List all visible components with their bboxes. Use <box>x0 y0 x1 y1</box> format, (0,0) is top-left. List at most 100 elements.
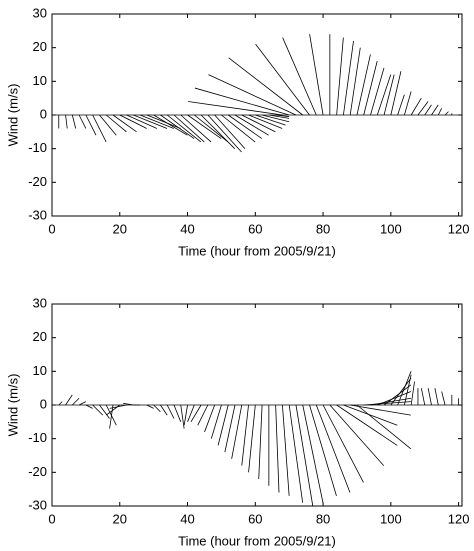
wind-stick <box>166 114 202 143</box>
x-tick-label: 80 <box>316 511 330 526</box>
wind-stick <box>295 404 314 507</box>
wind-stick <box>343 40 354 116</box>
wind-stick <box>390 71 402 116</box>
x-tick-label: 20 <box>113 511 127 526</box>
wind-stick <box>336 404 398 446</box>
wind-stick <box>146 114 181 129</box>
wind-stick <box>434 388 439 406</box>
x-tick-label: 60 <box>248 511 262 526</box>
wind-stick <box>71 114 77 129</box>
wind-stick <box>119 114 147 129</box>
wind-stick <box>133 114 168 129</box>
wind-stick <box>197 404 209 426</box>
wind-stick <box>234 114 269 136</box>
y-tick-label: 20 <box>33 39 47 54</box>
wind-stick <box>160 404 168 416</box>
wind-stick <box>85 114 97 136</box>
wind-stick <box>190 404 202 423</box>
y-tick-label: 30 <box>33 5 47 20</box>
wind-stick <box>200 114 236 149</box>
axes-frame <box>51 303 463 507</box>
wind-stick <box>417 101 429 116</box>
wind-stick <box>146 404 154 409</box>
wind-stick <box>194 114 229 143</box>
wind-stick <box>383 384 412 406</box>
wind-stick <box>343 404 398 426</box>
wind-stick <box>99 114 117 136</box>
wind-stick <box>404 374 412 406</box>
wind-stick <box>187 404 195 422</box>
wind-stick <box>227 114 263 139</box>
wind-stick <box>153 114 188 136</box>
x-tick-label: 0 <box>48 221 55 236</box>
panel: -30 -20 -10 0 10 20 30 0 20 40 60 80 100 120 Time (hou… <box>5 295 469 548</box>
wind-stick <box>99 404 110 419</box>
y-tick-label: -30 <box>28 497 47 512</box>
wind-stick <box>356 404 412 450</box>
y-tick-label: -10 <box>28 140 47 155</box>
wind-stick <box>126 114 158 129</box>
wind-stick <box>309 404 337 497</box>
wind-stick <box>210 404 222 439</box>
wind-stick <box>404 91 412 116</box>
wind-stick <box>105 114 127 133</box>
y-axis-label: Wind (m/s) <box>5 374 20 437</box>
wind-stick <box>139 114 174 129</box>
wind-stick <box>349 47 361 116</box>
x-tick-label: 80 <box>316 221 330 236</box>
wind-stick <box>397 371 412 406</box>
wind-stick <box>65 394 73 406</box>
wind-stick <box>350 404 411 416</box>
y-tick-label: 10 <box>33 363 47 378</box>
wind-stick <box>377 391 412 406</box>
wind-stick <box>65 114 68 129</box>
wind-stick <box>420 388 426 406</box>
x-axis-label: Time (hour from 2005/9/21) <box>178 533 336 548</box>
wind-stick <box>217 404 229 446</box>
wind-stick <box>173 404 182 422</box>
wind-stick <box>309 34 324 116</box>
wind-stick <box>241 114 276 133</box>
wind-stick <box>78 114 87 129</box>
y-tick-label: 0 <box>40 396 47 411</box>
wind-stick <box>410 381 415 406</box>
wind-stick <box>231 404 243 459</box>
wind-stick <box>58 401 63 406</box>
x-tick-label: 20 <box>113 221 127 236</box>
wind-stick <box>109 404 127 409</box>
wind-stick <box>336 37 344 116</box>
wind-stick <box>390 377 412 406</box>
wind-stick <box>315 404 351 493</box>
x-tick-label: 120 <box>448 511 470 526</box>
wind-stick <box>188 101 283 116</box>
x-axis-label: Time (hour from 2005/9/21) <box>178 243 336 258</box>
wind-stick <box>180 114 212 143</box>
wind-stick <box>288 404 304 503</box>
wind-stick <box>112 114 137 133</box>
y-axis-label: Wind (m/s) <box>5 84 20 147</box>
wind-stick <box>228 57 303 116</box>
x-tick-label: 0 <box>48 511 55 526</box>
x-tick-label: 40 <box>180 221 194 236</box>
wind-stick <box>282 37 317 116</box>
wind-stick <box>261 114 290 123</box>
wind-stick <box>153 404 161 413</box>
wind-stick <box>92 404 104 416</box>
x-tick-label: 100 <box>380 511 402 526</box>
y-tick-label: -20 <box>28 174 47 189</box>
wind-stick <box>437 108 443 116</box>
wind-stick <box>92 114 107 143</box>
wind-stick <box>248 114 283 129</box>
wind-stick <box>208 74 297 116</box>
wind-stick <box>383 74 395 116</box>
wind-stick <box>370 397 411 406</box>
panel: -30 -20 -10 0 10 20 30 0 20 40 60 80 100 120 Time (hou… <box>5 5 469 258</box>
wind-stick <box>85 404 93 409</box>
wind-stick <box>329 404 385 466</box>
wind-stick <box>302 404 324 503</box>
wind-stick <box>356 54 371 116</box>
wind-stick <box>221 114 256 143</box>
wind-stick <box>444 111 449 116</box>
wind-stick <box>160 114 195 139</box>
wind-stick <box>72 397 80 406</box>
